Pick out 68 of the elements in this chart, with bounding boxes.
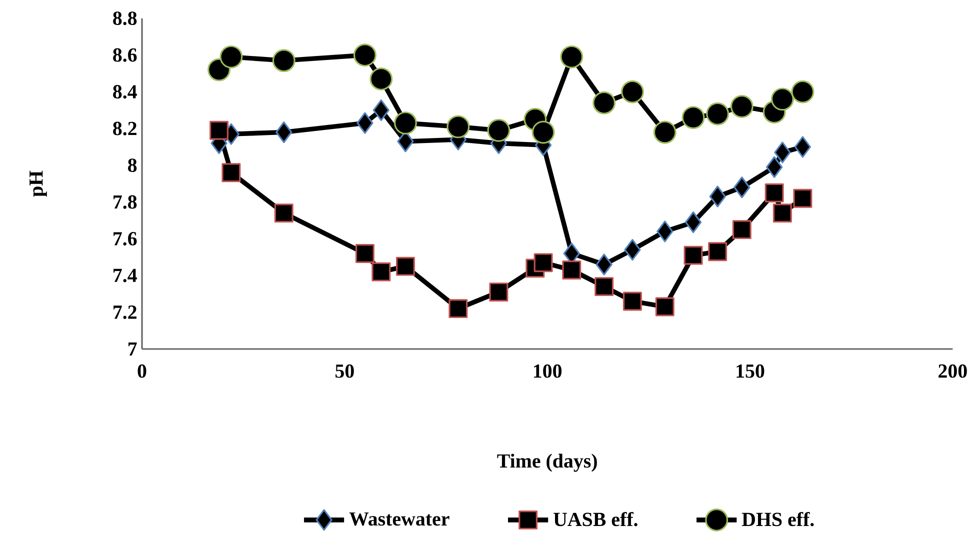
- point: [709, 186, 726, 208]
- point: [791, 80, 814, 104]
- point: [708, 242, 728, 262]
- y-tick-label: 8: [128, 158, 137, 172]
- point: [624, 238, 641, 261]
- point: [656, 220, 674, 242]
- point: [592, 91, 616, 114]
- point: [396, 256, 415, 276]
- point: [274, 204, 294, 223]
- point: [655, 297, 674, 316]
- y-tick-label: 7.6: [114, 232, 137, 246]
- point: [653, 120, 676, 144]
- y-tick-label: 7.8: [114, 195, 137, 209]
- point: [489, 282, 508, 302]
- point: [222, 163, 241, 182]
- point: [684, 211, 702, 234]
- point: [764, 183, 784, 202]
- point: [560, 45, 584, 68]
- y-tick-label: 7.2: [114, 306, 136, 320]
- x-tick-label: 100: [534, 364, 562, 378]
- legend-label: Wastewater: [349, 512, 450, 526]
- point: [730, 95, 754, 118]
- y-tick-label: 8.4: [113, 85, 137, 99]
- point: [372, 99, 390, 121]
- point: [370, 67, 393, 90]
- point: [448, 299, 468, 318]
- point: [684, 246, 703, 265]
- point: [706, 102, 730, 126]
- point: [774, 142, 791, 164]
- point: [394, 112, 417, 135]
- point: [794, 136, 811, 158]
- x-tick-label: 150: [736, 364, 764, 378]
- point: [596, 254, 612, 276]
- y-tick-label: 7.4: [114, 268, 137, 282]
- point: [766, 156, 783, 178]
- y-tick-label: 8.6: [113, 48, 137, 62]
- y-axis-title: pH: [30, 170, 47, 197]
- legend-label: UASB eff.: [554, 512, 638, 526]
- point: [276, 121, 292, 144]
- point: [734, 176, 750, 198]
- point: [353, 44, 376, 67]
- point: [770, 88, 794, 111]
- x-tick-label: 0: [138, 364, 146, 378]
- point: [534, 253, 553, 272]
- point: [355, 244, 374, 263]
- point: [732, 220, 752, 240]
- y-tick-label: 8.2: [113, 122, 136, 136]
- point: [487, 118, 510, 142]
- point: [356, 112, 374, 134]
- legend-label: DHS eff.: [742, 512, 814, 526]
- point: [272, 49, 296, 72]
- point: [562, 260, 582, 280]
- point: [372, 262, 391, 282]
- point: [532, 120, 555, 144]
- point: [594, 277, 614, 296]
- point: [620, 80, 644, 104]
- point: [446, 115, 470, 138]
- point: [220, 45, 243, 68]
- point: [793, 188, 812, 208]
- x-axis-title: Time (days): [497, 454, 597, 472]
- point: [772, 204, 792, 223]
- point: [682, 106, 705, 129]
- x-tick-label: 50: [335, 364, 354, 378]
- y-tick-label: 8.8: [113, 12, 137, 26]
- x-tick-label: 200: [938, 364, 967, 378]
- point: [210, 120, 228, 140]
- y-tick-label: 7: [128, 342, 137, 356]
- point: [622, 292, 642, 311]
